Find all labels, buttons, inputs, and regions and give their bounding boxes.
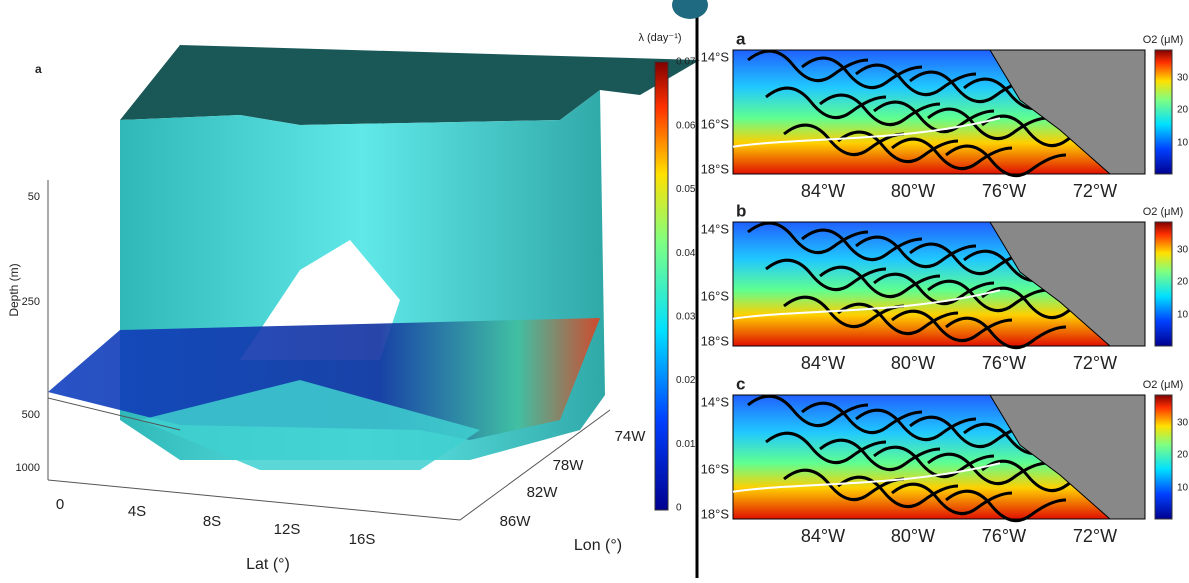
lat-tick: 16°S: [701, 116, 730, 131]
depth-tick: 1000: [16, 462, 40, 474]
colorbar-tick: 10: [1177, 483, 1189, 494]
lon-tick: 86W: [500, 513, 532, 530]
volume-3d: [48, 45, 700, 520]
figure: a λ (day⁻¹) 0.07 0.06 0.05 0.04 0.03 0.02 0.01 0 5…: [0, 0, 1189, 578]
panel-label: a: [736, 29, 746, 48]
colorbar-tick: 0.05: [676, 184, 696, 195]
lat-tick: 18°S: [701, 161, 730, 176]
colorbar: [655, 62, 668, 510]
lon-tick: 80°W: [891, 181, 935, 201]
colorbar-tick: 0.01: [676, 439, 696, 450]
colorbar-tick: 0.06: [676, 120, 696, 131]
colorbar-tick: 10: [1177, 138, 1189, 149]
lon-tick: 84°W: [801, 526, 845, 546]
lon-tick: 72°W: [1073, 353, 1117, 373]
colorbar: [1155, 50, 1172, 174]
depth-tick: 250: [22, 296, 40, 308]
colorbar-title: O2 (μM): [1143, 34, 1184, 46]
lon-tick: 74W: [615, 428, 647, 445]
lat-tick: 18°S: [701, 506, 730, 521]
colorbar-tick: 0.04: [676, 248, 696, 259]
colorbar-title: O2 (μM): [1143, 379, 1184, 391]
lat-tick: 16°S: [701, 461, 730, 476]
panel-label: a: [35, 62, 42, 76]
colorbar: [1155, 222, 1172, 346]
lat-tick: 16°S: [701, 288, 730, 303]
colorbar-title: λ (day⁻¹): [638, 32, 681, 44]
depth-label: Depth (m): [7, 263, 21, 316]
colorbar-tick: 10: [1177, 310, 1189, 321]
colorbar-tick: 0.03: [676, 311, 696, 322]
shape: [672, 0, 708, 19]
colorbar-tick: 0.02: [676, 375, 696, 386]
colorbar-tick: 30: [1177, 245, 1189, 256]
colorbar-title: O2 (μM): [1143, 206, 1184, 218]
lat-tick: 18°S: [701, 333, 730, 348]
panel-label: b: [736, 201, 746, 220]
lon-tick: 82W: [527, 484, 559, 501]
lat-tick: 14°S: [701, 221, 730, 236]
lon-tick: 76°W: [982, 353, 1026, 373]
lon-tick: 72°W: [1073, 181, 1117, 201]
lon-label: Lon (°): [574, 537, 622, 554]
lon-tick: 80°W: [891, 526, 935, 546]
lon-tick: 72°W: [1073, 526, 1117, 546]
colorbar-tick: 0: [676, 503, 682, 514]
colorbar-tick: 30: [1177, 418, 1189, 429]
lat-tick: 12S: [274, 521, 301, 538]
lat-tick: 16S: [349, 531, 376, 548]
colorbar-tick: 20: [1177, 105, 1189, 116]
lon-tick: 76°W: [982, 526, 1026, 546]
panel-label: c: [736, 374, 745, 393]
colorbar: [1155, 395, 1172, 519]
lon-tick: 78W: [553, 457, 585, 474]
colorbar-tick: 20: [1177, 450, 1189, 461]
lon-tick: 80°W: [891, 353, 935, 373]
colorbar-tick: 20: [1177, 277, 1189, 288]
lon-tick: 76°W: [982, 181, 1026, 201]
lat-tick: 0: [56, 496, 64, 513]
lon-tick: 84°W: [801, 353, 845, 373]
lat-tick: 8S: [203, 513, 221, 530]
lat-tick: 4S: [128, 503, 146, 520]
lat-label: Lat (°): [246, 556, 290, 573]
lat-tick: 14°S: [701, 394, 730, 409]
depth-tick: 500: [22, 409, 40, 421]
colorbar-tick: 0.07: [676, 57, 696, 68]
colorbar-tick: 30: [1177, 73, 1189, 84]
lon-tick: 84°W: [801, 181, 845, 201]
depth-tick: 50: [28, 191, 40, 203]
lat-tick: 14°S: [701, 49, 730, 64]
